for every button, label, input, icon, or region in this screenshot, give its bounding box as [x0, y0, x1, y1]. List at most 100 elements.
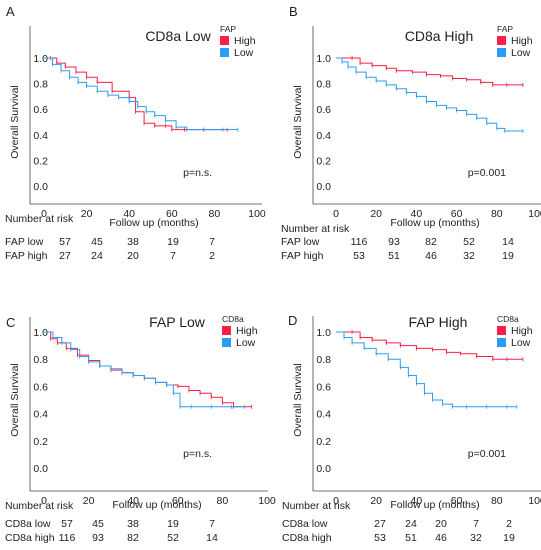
legend-swatch-low: [222, 338, 231, 347]
risk-value: 46: [435, 532, 447, 544]
risk-value: 82: [127, 532, 139, 544]
y-tick-label: 0.0: [33, 463, 48, 475]
risk-row-label: CD8a high: [5, 532, 55, 544]
risk-value: 19: [167, 236, 179, 248]
chart-title: FAP Low: [149, 314, 206, 330]
y-tick-label: 1.0: [316, 327, 331, 339]
risk-value: 24: [405, 518, 417, 530]
y-tick-label: 0.0: [316, 181, 331, 193]
risk-value: 20: [435, 518, 447, 530]
risk-value: 45: [91, 236, 103, 248]
y-tick-label: 0.2: [33, 155, 48, 167]
risk-table-header: Number at risk: [5, 500, 74, 512]
y-tick-label: 0.2: [316, 436, 331, 448]
y-axis-label: Overall Survival: [9, 363, 21, 437]
y-tick-label: 0.6: [33, 104, 48, 116]
risk-value: 19: [503, 532, 515, 544]
curve-high: [44, 331, 252, 408]
x-tick-label: 100: [258, 495, 276, 507]
x-tick-label: 0: [333, 495, 339, 507]
km-panel-a: A CD8a Low 0.0 0.2 0.4 0.6 0.8 1.0 0 20 40 60 80 100 O…: [5, 4, 266, 262]
x-tick-label: 100: [528, 495, 541, 507]
risk-row-label: CD8a high: [282, 532, 332, 544]
legend-label-low: Low: [236, 337, 256, 349]
risk-value: 24: [91, 250, 103, 262]
risk-value: 52: [463, 236, 475, 248]
x-tick-label: 60: [451, 208, 463, 220]
x-tick-label: 0: [41, 208, 47, 220]
legend-swatch-low: [220, 48, 229, 57]
x-tick-label: 40: [127, 495, 139, 507]
x-tick-label: 100: [248, 208, 266, 220]
x-tick-label: 0: [41, 495, 47, 507]
y-tick-label: 0.6: [316, 104, 331, 116]
x-tick-label: 80: [217, 495, 229, 507]
legend-swatch-high: [220, 36, 229, 45]
risk-row-label: CD8a low: [5, 518, 51, 530]
risk-value: 52: [167, 532, 179, 544]
risk-value: 19: [502, 250, 514, 262]
risk-value: 14: [206, 532, 218, 544]
legend-label-low: Low: [511, 47, 531, 59]
legend-label-high: High: [236, 325, 258, 337]
risk-value: 7: [473, 518, 479, 530]
risk-value: 93: [388, 236, 400, 248]
y-axis-label: Overall Survival: [292, 363, 304, 437]
legend-swatch-high: [497, 326, 506, 335]
x-tick-label: 60: [451, 495, 463, 507]
km-panel-c: C FAP Low 0.0 0.2 0.4 0.6 0.8 1.0 0 20 40 60 80 100 Ov…: [5, 314, 276, 544]
y-tick-label: 1.0: [33, 53, 48, 65]
risk-value: 116: [59, 532, 76, 544]
x-tick-label: 20: [83, 495, 95, 507]
km-panel-b: B CD8a High 0.0 0.2 0.4 0.6 0.8 1.0 0 20 40 60 80 100…: [281, 4, 541, 262]
p-value: p=0.001: [468, 167, 506, 179]
risk-value: 38: [127, 236, 139, 248]
panel-letter: D: [288, 313, 297, 328]
risk-value: 51: [405, 532, 417, 544]
p-value: p=0.001: [468, 448, 506, 460]
legend-swatch-low: [497, 338, 506, 347]
x-axis-label: Follow up (months): [390, 499, 479, 511]
x-tick-label: 0: [333, 208, 339, 220]
legend-title: CD8a: [222, 314, 244, 324]
legend-label-low: Low: [234, 47, 254, 59]
y-tick-label: 0.6: [316, 381, 331, 393]
y-tick-label: 0.8: [316, 354, 331, 366]
risk-value: 19: [167, 518, 179, 530]
risk-value: 46: [425, 250, 437, 262]
chart-title: FAP High: [409, 314, 468, 330]
curve-high: [336, 57, 523, 86]
y-tick-label: 1.0: [33, 327, 48, 339]
legend-swatch-low: [497, 48, 506, 57]
risk-value: 32: [470, 532, 482, 544]
risk-value: 7: [209, 236, 215, 248]
y-tick-label: 0.8: [33, 79, 48, 91]
x-tick-label: 20: [81, 208, 93, 220]
panel-letter: C: [6, 315, 15, 330]
risk-row-label: FAP high: [281, 250, 324, 262]
x-tick-label: 80: [491, 495, 503, 507]
curve-high: [44, 57, 228, 131]
risk-value: 38: [127, 518, 139, 530]
y-tick-label: 0.4: [33, 130, 48, 142]
panel-letter: A: [6, 4, 15, 19]
legend-label-low: Low: [511, 337, 531, 349]
risk-value: 45: [92, 518, 104, 530]
risk-value: 27: [374, 518, 386, 530]
risk-table-header: Number at risk: [282, 500, 351, 512]
legend-title: FAP: [497, 24, 513, 34]
risk-value: 14: [502, 236, 514, 248]
x-tick-label: 40: [123, 208, 135, 220]
x-axis-label: Follow up (months): [109, 217, 198, 229]
x-tick-label: 60: [172, 495, 184, 507]
x-axis-label: Follow up (months): [390, 217, 479, 229]
curve-high: [336, 331, 523, 360]
y-axis-label: Overall Survival: [292, 85, 304, 159]
x-tick-label: 80: [491, 208, 503, 220]
legend-swatch-high: [497, 36, 506, 45]
y-tick-label: 0.8: [33, 354, 48, 366]
risk-value: 57: [59, 236, 71, 248]
legend-label-high: High: [511, 325, 533, 337]
chart-title: CD8a High: [405, 28, 473, 44]
